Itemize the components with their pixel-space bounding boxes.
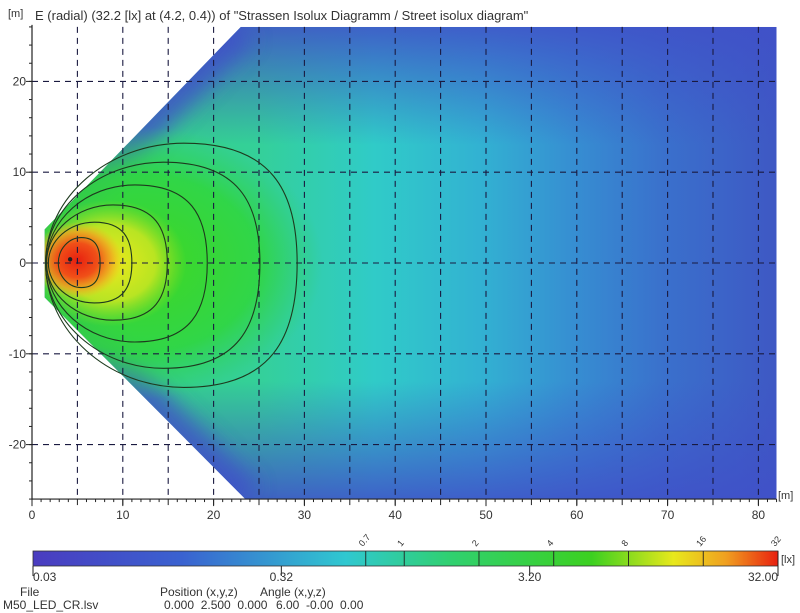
- colorbar-tick-label: 3.20: [518, 570, 542, 584]
- chart-title: E (radial) (32.2 [lx] at (4.2, 0.4)) of …: [35, 8, 529, 23]
- colorbar-contour-label: 8: [619, 538, 630, 548]
- x-tick-label: 80: [752, 508, 766, 522]
- colorbar-contour-label: 32: [769, 534, 783, 548]
- contour-1: [45, 161, 261, 369]
- colorbar-tick-label: 0.32: [270, 570, 294, 584]
- y-tick-label: -10: [9, 347, 27, 361]
- x-tick-label: 70: [661, 508, 675, 522]
- colorbar-tick-label: 0.03: [33, 570, 57, 584]
- colorbar: [lx] 0.03 0.32 3.20 32.00 0.7 1 2 4 8 16 32: [32, 532, 795, 584]
- x-tick-label: 50: [479, 508, 493, 522]
- contour-8: [47, 221, 133, 304]
- colorbar-contour-label: 2: [470, 538, 481, 548]
- y-tick-label: -20: [9, 438, 27, 452]
- angle-label: Angle (x,y,z): [260, 585, 326, 599]
- x-tick-label: 60: [570, 508, 584, 522]
- position-values: 0.000 2.500 0.000: [164, 598, 268, 612]
- colorbar-tick-label: 32.00: [748, 570, 778, 584]
- plot-area: [32, 26, 777, 500]
- y-axis-unit: [m]: [8, 8, 23, 20]
- angle-values: 6.00 -0.00 0.00: [276, 598, 364, 612]
- contour-0.7: [45, 142, 298, 388]
- y-tick-label: 10: [13, 165, 27, 179]
- axes: 0 10 20 30 40 50 60 70 80 -20 -10 0 10 20: [9, 24, 778, 522]
- contour-4: [45, 204, 168, 321]
- x-tick-label: 10: [116, 508, 130, 522]
- x-axis-unit: [m]: [778, 490, 793, 502]
- x-tick-label: 20: [207, 508, 221, 522]
- colorbar-contour-label: 4: [545, 538, 556, 548]
- position-label: Position (x,y,z): [160, 585, 238, 599]
- y-tick-label: 20: [13, 74, 27, 88]
- file-name: M50_LED_CR.lsv: [3, 598, 99, 612]
- colorbar-contour-label: 0.7: [357, 532, 373, 548]
- x-tick-label: 40: [389, 508, 403, 522]
- file-label: File: [20, 585, 40, 599]
- colorbar-contour-label: 1: [395, 538, 406, 548]
- max-point-marker: [67, 257, 73, 262]
- contour-2: [45, 184, 208, 343]
- colorbar-unit: [lx]: [781, 554, 795, 566]
- y-tick-label: 0: [19, 256, 26, 270]
- x-tick-label: 0: [29, 508, 36, 522]
- colorbar-contour-label: 16: [694, 534, 708, 548]
- isolux-contours: [45, 142, 298, 388]
- x-tick-label: 30: [298, 508, 312, 522]
- grid: [32, 26, 777, 500]
- colorbar-gradient: [32, 550, 779, 567]
- contour-16: [57, 237, 101, 289]
